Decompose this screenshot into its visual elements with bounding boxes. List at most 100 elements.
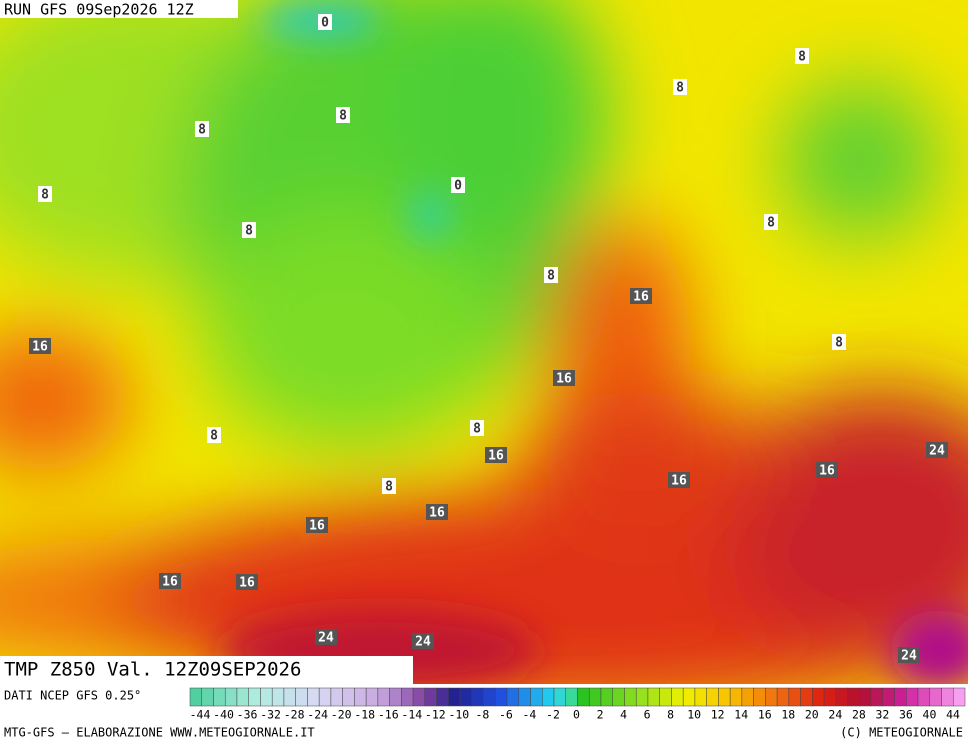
scale-label: -44 [190,708,211,722]
contour-label-box [382,478,396,494]
scale-label: -18 [354,708,375,722]
contour-label-box [485,447,507,463]
contour-label: 16 [671,474,687,489]
scale-swatch [694,687,707,707]
contour-label: 0 [321,16,329,31]
scale-swatch [401,687,414,707]
contour-label-box [159,573,181,589]
contour-label: 16 [32,340,48,355]
scale-swatch [342,687,355,707]
scale-swatch [612,687,625,707]
scale-swatch [659,687,672,707]
copyright: (C) METEOGIORNALE [840,726,963,740]
scale-swatch [788,687,801,707]
contour-label: 24 [901,649,917,664]
scale-swatch [647,687,660,707]
contour-label: 16 [162,575,178,590]
scale-label: -14 [401,708,422,722]
contour-label: 16 [819,464,835,479]
scale-swatch [847,687,860,707]
contour-label: 8 [835,336,843,351]
contour-label-box [553,370,575,386]
scale-swatch [800,687,813,707]
scale-label: 12 [711,708,725,722]
scale-label: 14 [734,708,748,722]
scale-label: -4 [523,708,537,722]
scale-swatch [882,687,895,707]
contour-label-box [673,79,687,95]
contour-label-box [336,107,350,123]
scale-swatch [859,687,872,707]
scale-label: 16 [758,708,772,722]
scale-label: -28 [284,708,305,722]
scale-label: 20 [805,708,819,722]
contour-label-box [236,574,258,590]
contour-label: 16 [633,290,649,305]
scale-swatch [776,687,790,707]
contour-label: 8 [210,429,218,444]
scale-swatch [682,687,696,707]
contour-label-box [29,338,51,354]
contour-label-box [898,647,920,663]
contour-label-box [451,177,465,193]
scale-label: -24 [307,708,328,722]
scale-swatch [542,687,555,707]
contour-label-box [306,517,328,533]
scale-label: 40 [923,708,937,722]
contour-label: 16 [239,576,255,591]
scale-label: 28 [852,708,866,722]
scale-swatch [307,687,320,707]
contour-label-box [668,472,690,488]
scale-swatch [588,687,602,707]
map-title: TMP Z850 Val. 12Z09SEP2026 [4,659,301,681]
contour-label-box [764,214,778,230]
scale-swatch [823,687,837,707]
scale-swatch [224,687,238,707]
contour-label-box [426,504,448,520]
scale-swatch [753,687,766,707]
scale-swatch [870,687,884,707]
contour-label: 24 [415,635,431,650]
scale-label: -6 [499,708,513,722]
contour-label-box [470,420,484,436]
contour-label-box [544,267,558,283]
scale-label: 2 [597,708,604,722]
contour-label-box [195,121,209,137]
scale-swatch [213,687,226,707]
scale-swatch [729,687,743,707]
scale-swatch [553,687,567,707]
scale-swatch [377,687,390,707]
credit: MTG-GFS — ELABORAZIONE WWW.METEOGIORNALE… [4,726,315,740]
contour-label: 8 [767,216,775,231]
scale-swatch [929,687,942,707]
contour-label: 8 [547,269,555,284]
contour-label-box [242,222,256,238]
run-label: RUN GFS 09Sep2026 12Z [4,1,194,19]
scale-swatch [765,687,778,707]
contour-label: 16 [556,372,572,387]
contour-label: 8 [385,480,393,495]
scale-label: -8 [475,708,489,722]
scale-swatch [436,687,449,707]
scale-label: -32 [260,708,281,722]
scale-swatch [624,687,637,707]
scale-swatch [718,687,731,707]
temperature-field [0,0,968,684]
scale-swatch [330,687,343,707]
scale-label: 36 [899,708,913,722]
contour-label: 8 [798,50,806,65]
scale-swatch [906,687,919,707]
scale-label: 32 [875,708,889,722]
contour-label: 8 [198,123,206,138]
scale-swatch [295,687,308,707]
scale-label: 6 [644,708,651,722]
scale-swatch [741,687,754,707]
header-box [0,0,238,18]
color-scale: -44 -40 -36 -32 -28 -24 -20 -18 -16 -14 -12 -10 -8 -6… [190,687,966,722]
scale-swatch [248,687,261,707]
scale-label: 0 [573,708,580,722]
scale-swatch [318,687,332,707]
contour-label: 24 [318,631,334,646]
contour-label: 8 [339,109,347,124]
